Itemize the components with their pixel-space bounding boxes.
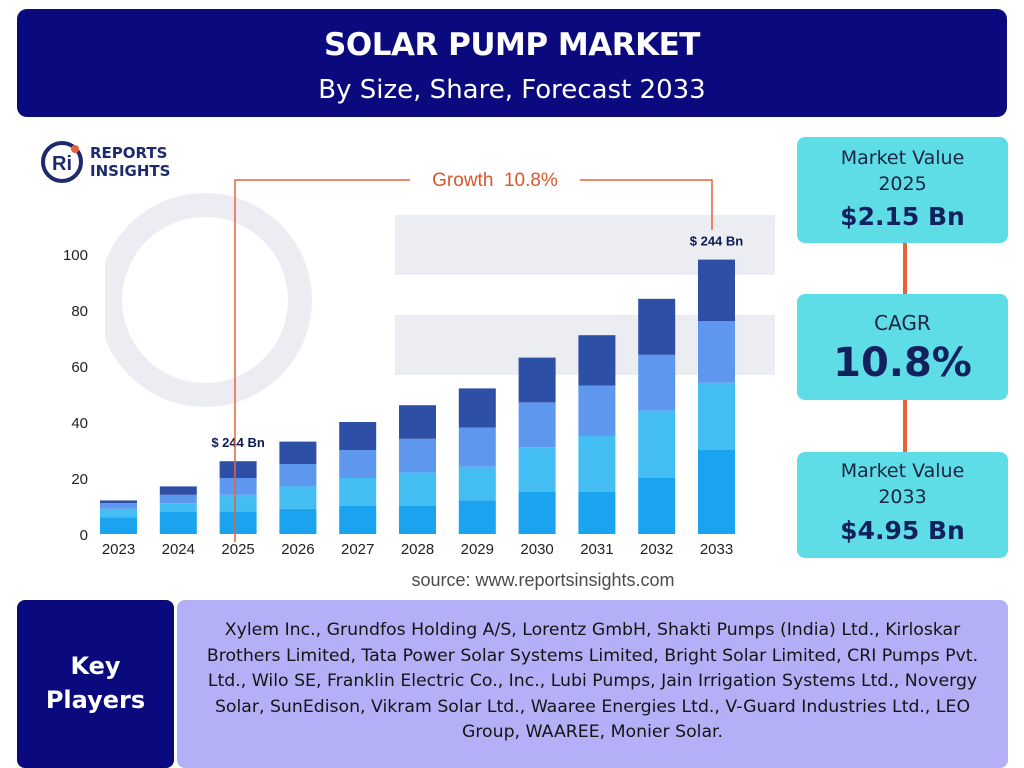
bar-segment-2031-4 <box>578 335 616 386</box>
bar-segment-2032-1 <box>638 478 676 534</box>
y-tick-label: 20 <box>71 471 88 488</box>
bar-segment-2025-1 <box>219 511 257 534</box>
kpi-year: 2033 <box>878 486 927 508</box>
growth-annotation: Growth 10.8% <box>234 170 713 542</box>
data-label-2025: $ 244 Bn <box>211 435 265 450</box>
kpi-market-value-2025: Market Value 2025 $2.15 Bn <box>797 137 1008 243</box>
bar-segment-2024-4 <box>159 486 197 495</box>
page-subtitle: By Size, Share, Forecast 2033 <box>318 75 706 105</box>
bar-segment-2033-1 <box>698 450 735 534</box>
bar-segment-2027-3 <box>339 450 377 478</box>
bar-segment-2023-2 <box>100 508 137 518</box>
bar-segment-2030-3 <box>518 402 556 448</box>
x-tick-label: 2024 <box>162 541 195 558</box>
y-tick-label: 60 <box>71 359 88 376</box>
y-tick-label: 80 <box>71 303 88 320</box>
bar-segment-2028-1 <box>399 506 436 534</box>
bar-segment-2024-2 <box>159 503 197 512</box>
y-tick-label: 0 <box>80 527 88 544</box>
bar-segment-2024-3 <box>159 494 197 504</box>
bar-segment-2027-1 <box>339 506 377 534</box>
bar-segment-2026-3 <box>279 464 317 487</box>
bar-segment-2026-2 <box>279 486 317 509</box>
bar-segment-2027-4 <box>339 422 377 450</box>
page-title: SOLAR PUMP MARKET <box>324 27 700 63</box>
logo-mark-icon: Ri <box>41 141 83 183</box>
key-players-list: Xylem Inc., Grundfos Holding A/S, Lorent… <box>177 600 1008 768</box>
kpi-connector <box>903 243 907 294</box>
bar-segment-2029-1 <box>458 500 496 534</box>
bar-segment-2030-1 <box>518 492 556 534</box>
bar-segment-2025-2 <box>219 494 257 512</box>
growth-line-left <box>234 179 410 542</box>
bar-segment-2025-3 <box>219 478 257 495</box>
x-tick-label: 2028 <box>401 541 434 558</box>
bar-segment-2028-2 <box>399 472 436 506</box>
kpi-label: Market Value <box>840 147 965 169</box>
bar-segment-2032-3 <box>638 354 676 411</box>
bar-segment-2030-4 <box>518 357 556 403</box>
header-banner: SOLAR PUMP MARKET By Size, Share, Foreca… <box>17 9 1007 117</box>
stacked-bar-chart: 0 20 40 60 80 100 2023 2024 2025 2026 2027 2028 2029… <box>63 170 743 590</box>
kpi-value: 10.8% <box>833 340 972 386</box>
company-logo: Ri REPORTS INSIGHTS <box>40 140 200 186</box>
logo-line-1: REPORTS <box>90 144 168 162</box>
bar-segment-2033-3 <box>698 321 735 383</box>
x-tick-label: 2029 <box>461 541 494 558</box>
kpi-value: $4.95 Bn <box>840 516 965 545</box>
kpi-label: Market Value <box>840 460 965 482</box>
bar-segment-2033-2 <box>698 382 735 450</box>
kpi-value: $2.15 Bn <box>840 202 965 231</box>
bar-segment-2029-2 <box>458 466 496 501</box>
bar-segment-2026-4 <box>279 441 317 464</box>
growth-line-right <box>580 179 713 230</box>
bar-segment-2026-1 <box>279 508 317 534</box>
bar-segment-2033-4 <box>698 259 735 322</box>
key-players-heading: Key Players <box>17 600 174 768</box>
chart-source: source: www.reportsinsights.com <box>411 570 674 590</box>
x-tick-label: 2025 <box>221 541 254 558</box>
logo-mark-text: Ri <box>52 153 72 175</box>
bar-segment-2025-4 <box>219 461 257 478</box>
bar-segment-2023-4 <box>100 500 137 504</box>
bar-segment-2028-3 <box>399 438 436 473</box>
x-tick-label: 2027 <box>341 541 374 558</box>
bar-segment-2029-4 <box>458 388 496 428</box>
x-tick-label: 2032 <box>640 541 673 558</box>
bar-segment-2028-4 <box>399 405 436 439</box>
y-tick-label: 100 <box>63 247 88 264</box>
chart-bars-group: $ 244 Bn $ 244 Bn <box>100 234 743 534</box>
y-tick-label: 40 <box>71 415 88 432</box>
bar-segment-2031-3 <box>578 385 616 436</box>
bar-segment-2030-2 <box>518 447 556 492</box>
bar-segment-2027-2 <box>339 478 377 506</box>
bar-segment-2023-1 <box>100 517 137 534</box>
bar-segment-2023-3 <box>100 503 137 509</box>
kpi-cagr: CAGR 10.8% <box>797 294 1008 400</box>
kpi-year: 2025 <box>878 173 927 195</box>
data-label-2033: $ 244 Bn <box>690 234 744 249</box>
growth-label: Growth 10.8% <box>432 170 558 191</box>
bar-segment-2031-1 <box>578 492 616 534</box>
kpi-market-value-2033: Market Value 2033 $4.95 Bn <box>797 452 1008 558</box>
bar-segment-2029-3 <box>458 427 496 467</box>
bar-segment-2031-2 <box>578 436 616 492</box>
kpi-connector <box>903 400 907 452</box>
bar-segment-2032-4 <box>638 298 676 355</box>
x-tick-label: 2033 <box>700 541 733 558</box>
x-tick-label: 2023 <box>102 541 135 558</box>
key-players-label-1: Key <box>70 652 121 680</box>
chart-axis-group: 0 20 40 60 80 100 2023 2024 2025 2026 2027 2028 2029… <box>63 247 733 558</box>
x-tick-label: 2031 <box>580 541 613 558</box>
x-tick-label: 2026 <box>281 541 314 558</box>
key-players-label-2: Players <box>45 686 146 714</box>
bar-segment-2024-1 <box>159 511 197 534</box>
x-tick-label: 2030 <box>520 541 553 558</box>
logo-line-2: INSIGHTS <box>90 162 171 180</box>
bar-segment-2032-2 <box>638 410 676 478</box>
kpi-label: CAGR <box>874 311 931 335</box>
